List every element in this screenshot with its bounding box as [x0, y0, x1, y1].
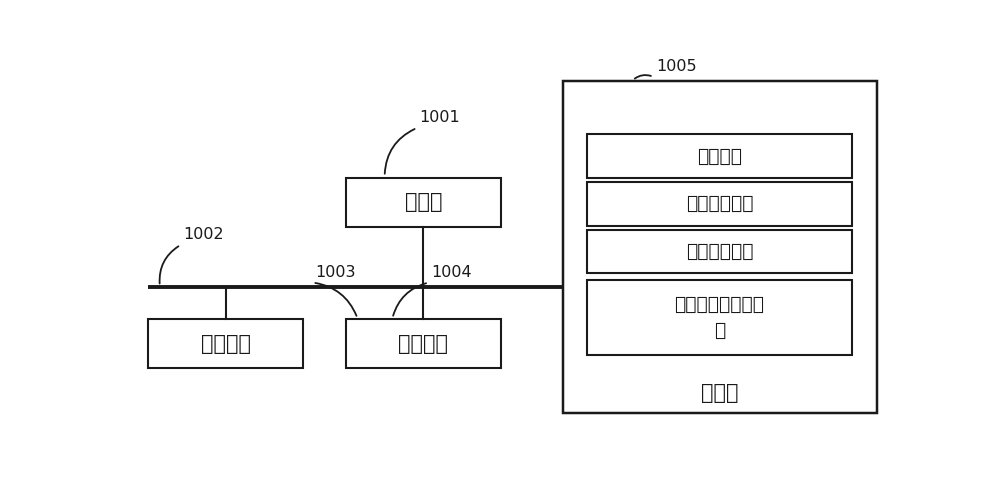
Text: 网络通信模块: 网络通信模块 — [686, 195, 753, 213]
Bar — [346, 178, 501, 227]
Bar — [346, 319, 501, 368]
Bar — [587, 230, 852, 273]
Text: 1003: 1003 — [315, 265, 355, 279]
Text: 操作系统: 操作系统 — [697, 147, 742, 166]
Text: 1005: 1005 — [656, 59, 696, 74]
Text: 处理器: 处理器 — [405, 192, 442, 212]
Text: 存储器: 存储器 — [701, 383, 739, 403]
Text: 1001: 1001 — [420, 110, 460, 125]
Bar — [587, 182, 852, 225]
Text: 网络接口: 网络接口 — [398, 334, 448, 354]
Text: 1002: 1002 — [183, 227, 224, 242]
Text: 用户接口: 用户接口 — [201, 334, 251, 354]
Text: 1004: 1004 — [431, 265, 472, 279]
Bar — [563, 81, 877, 414]
Text: 用户接口模块: 用户接口模块 — [686, 242, 753, 261]
Bar — [587, 279, 852, 355]
Bar — [587, 134, 852, 178]
Text: 加湿管路的匹配程
序: 加湿管路的匹配程 序 — [674, 294, 764, 340]
Bar — [148, 319, 303, 368]
